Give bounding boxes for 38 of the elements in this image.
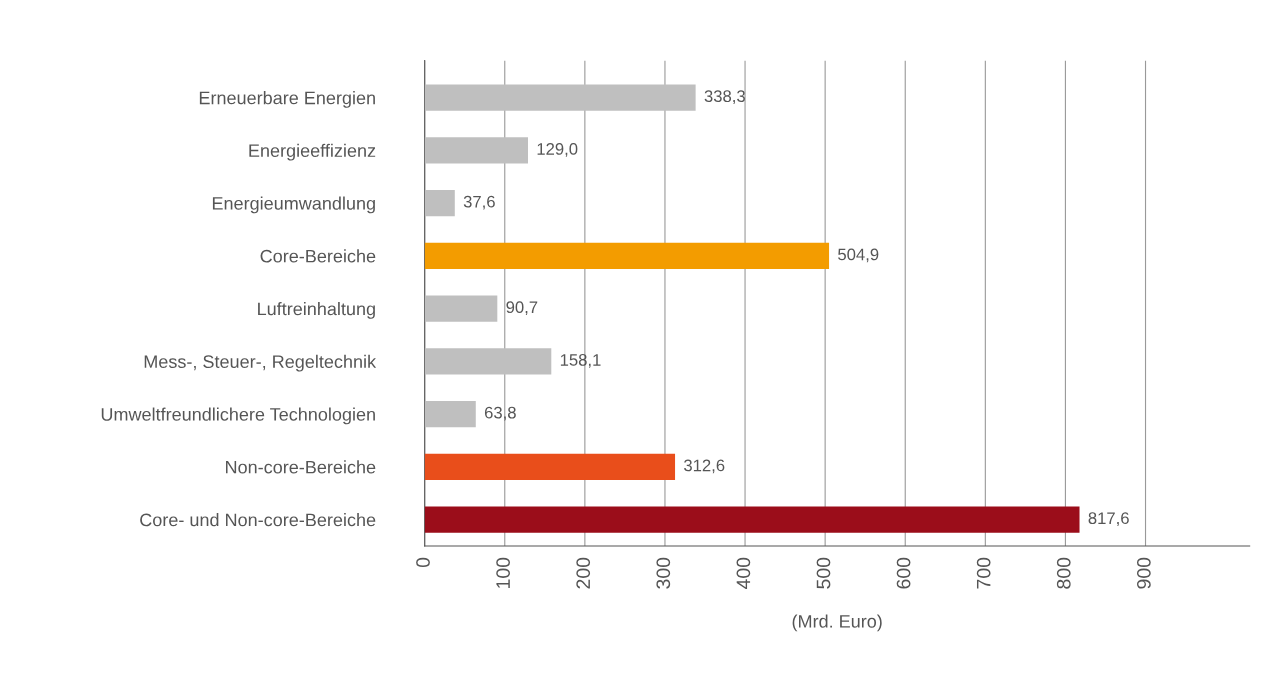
y-tick-label: Erneuerbare Energien [199, 91, 375, 108]
bar [424, 400, 476, 428]
data-label: 158,1 [560, 353, 601, 368]
bar [424, 453, 676, 481]
bar [424, 189, 455, 217]
y-tick-label: Luftreinhaltung [258, 302, 375, 319]
x-tick-label: 100 [496, 557, 510, 589]
y-tick-label: Core- und Non-core-Bereiche [140, 513, 376, 527]
data-label: 90,7 [506, 301, 538, 316]
data-label: 504,9 [838, 248, 879, 263]
y-tick-label: Umweltfreundlichere Technologien [101, 407, 375, 425]
y-tick-label: Core-Bereiche [260, 249, 376, 263]
bar [424, 137, 528, 164]
data-label: 817,6 [1088, 512, 1129, 527]
bar [424, 242, 830, 270]
bar [424, 295, 498, 322]
x-tick-label: 500 [816, 557, 831, 589]
x-tick-label: 900 [1136, 557, 1151, 589]
data-label: 338,3 [704, 90, 745, 105]
x-tick-label: 400 [736, 557, 751, 590]
y-tick-label: Mess-, Steuer-, Regeltechnik [144, 354, 377, 372]
bar [424, 348, 552, 375]
x-tick-label: 0 [416, 557, 430, 568]
y-tick-label: Non-core-Bereiche [226, 460, 376, 474]
data-label: 37,6 [463, 195, 495, 210]
y-tick-label: Energieeffizienz [249, 143, 376, 161]
x-tick-label: 200 [576, 557, 591, 589]
data-label: 312,6 [684, 459, 725, 474]
bar [424, 506, 1080, 533]
x-tick-label: 800 [1056, 557, 1071, 589]
y-tick-label: Energieumwandlung [212, 196, 375, 214]
x-axis-title: (Mrd. Euro) [792, 614, 882, 632]
bar [424, 84, 696, 111]
x-tick-label: 700 [976, 557, 991, 589]
data-label: 129,0 [537, 143, 578, 157]
data-label: 63,8 [484, 406, 516, 421]
x-tick-label: 300 [656, 557, 671, 589]
x-tick-label: 600 [896, 557, 911, 589]
